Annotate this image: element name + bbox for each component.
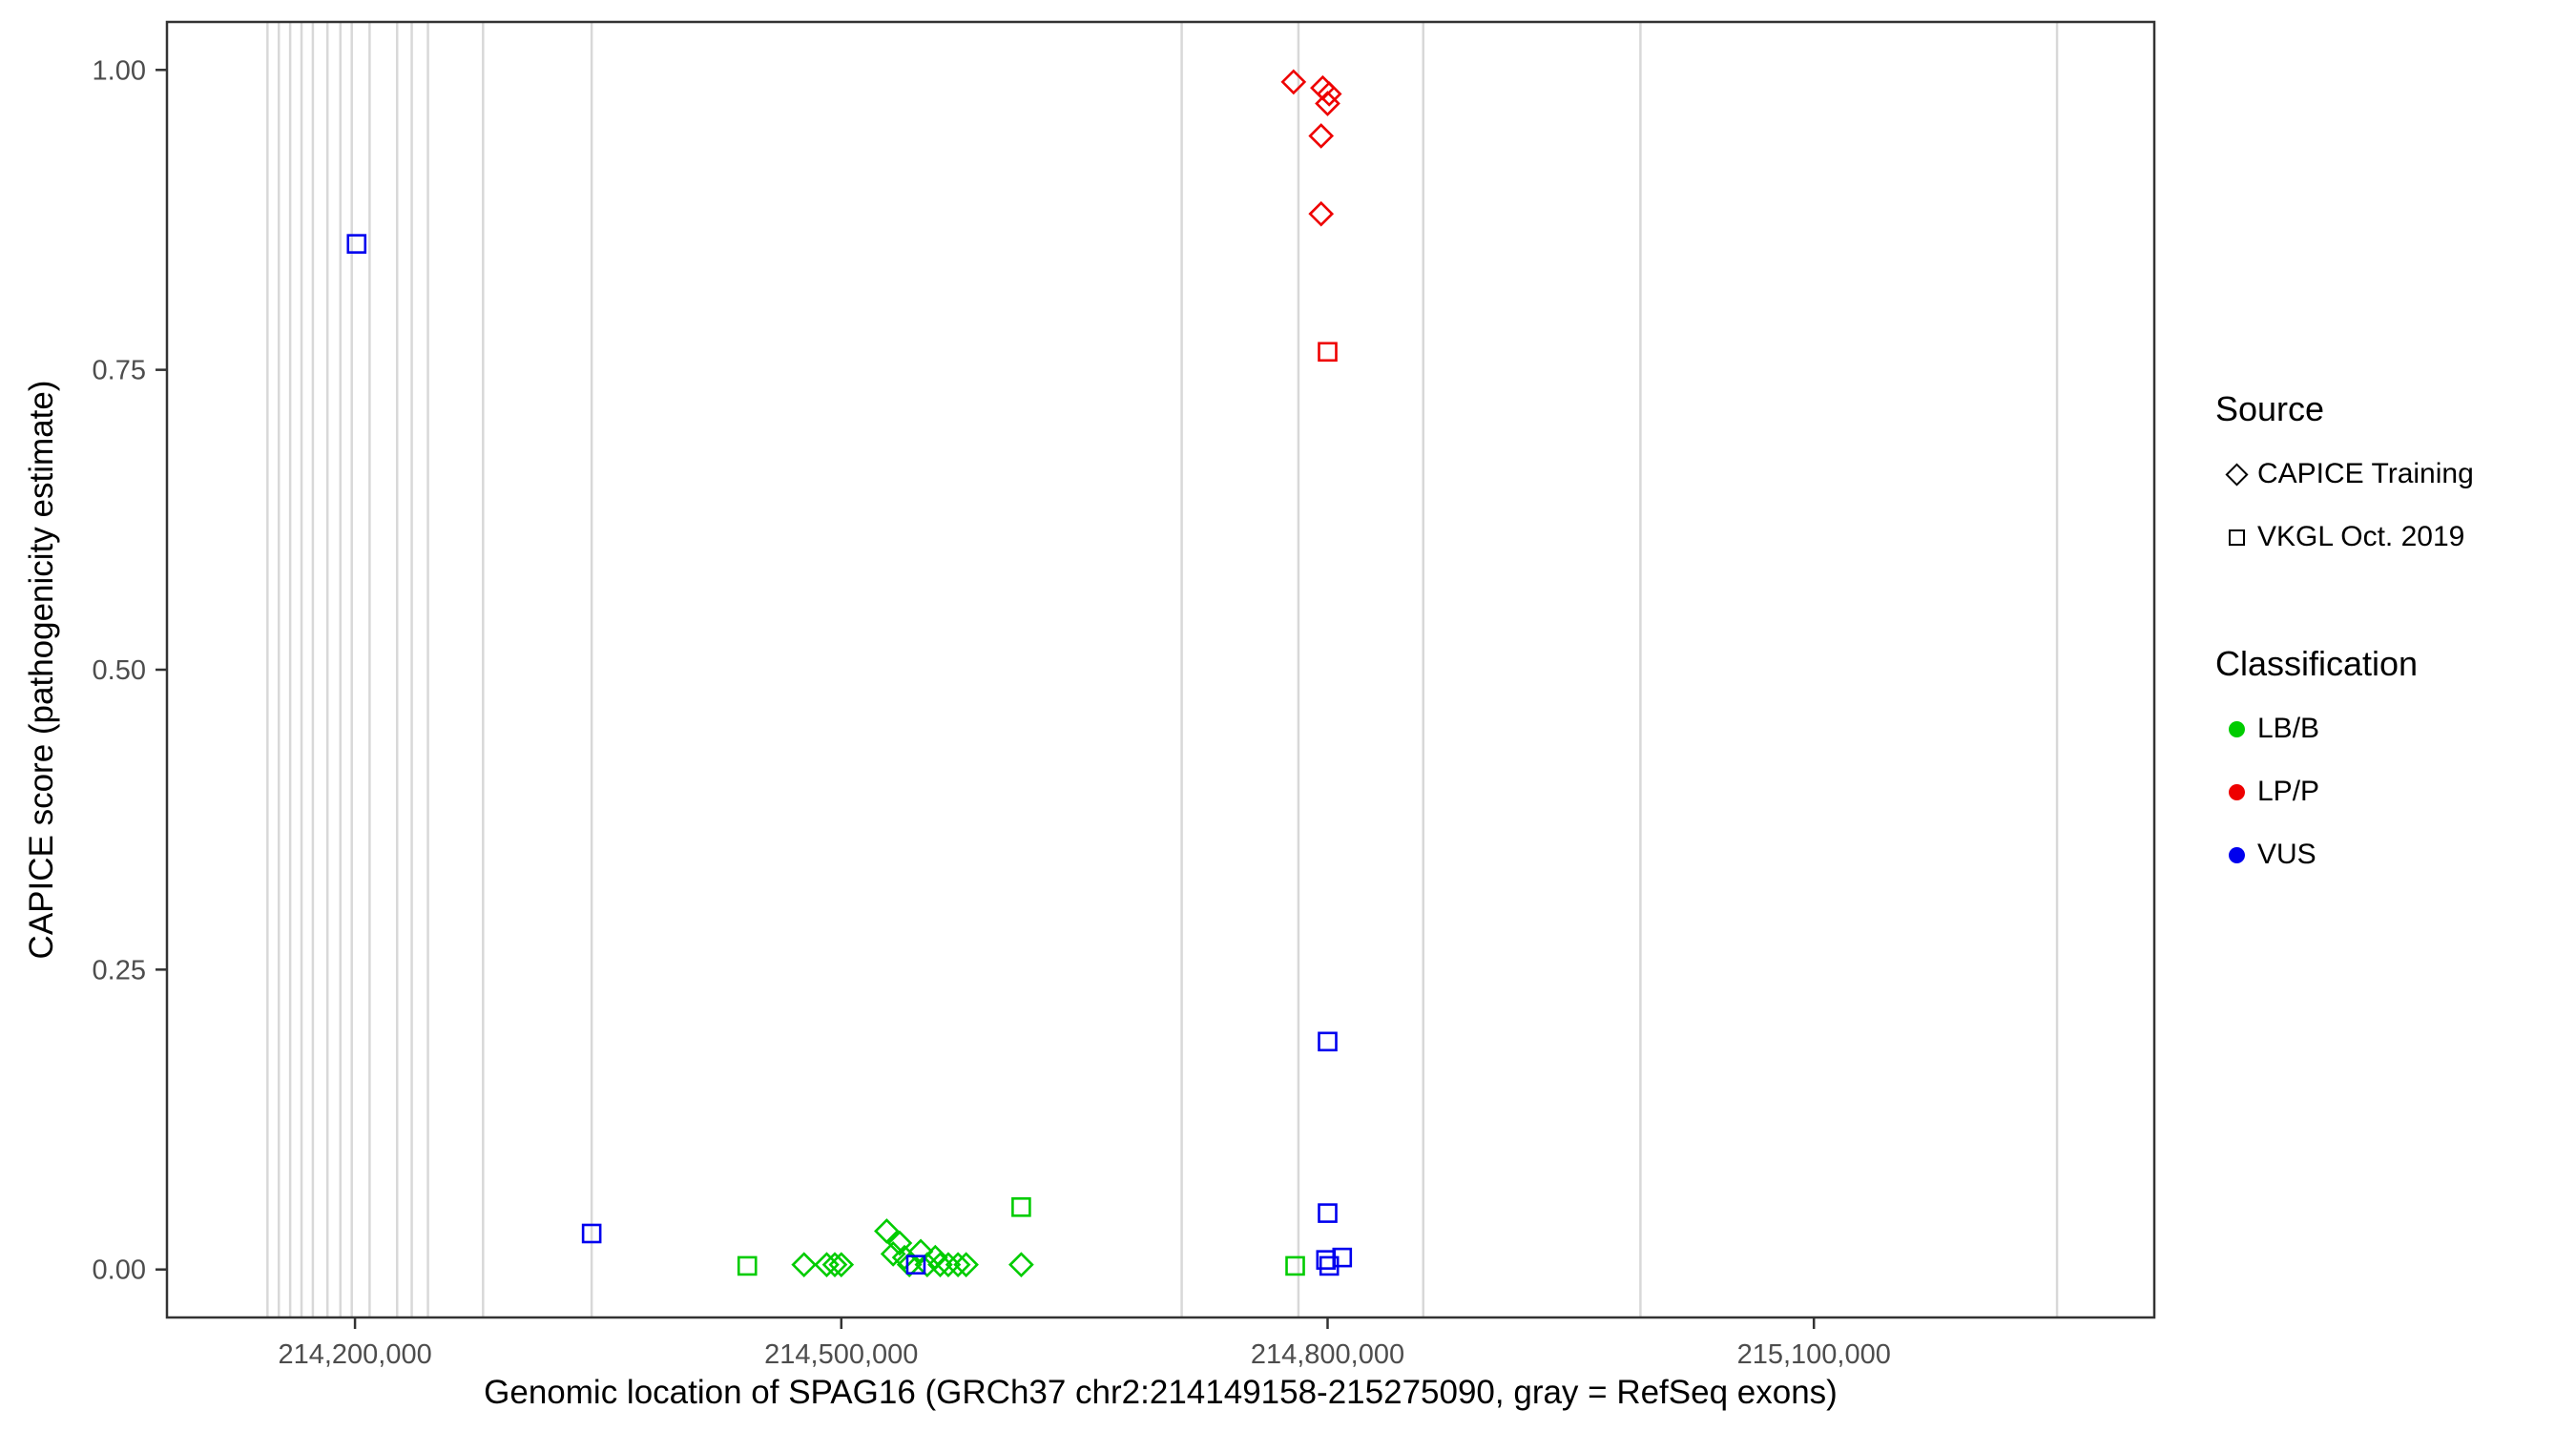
legend-item-lpp: LP/P	[2215, 776, 2568, 808]
red-dot-icon	[2215, 783, 2257, 800]
data-point-diamond	[791, 1252, 818, 1278]
legend-item-vkgl: VKGL Oct. 2019	[2215, 521, 2568, 553]
data-point-square	[1318, 342, 1338, 363]
data-point-square	[1332, 1247, 1353, 1268]
x-axis-title: Genomic location of SPAG16 (GRCh37 chr2:…	[484, 1374, 1838, 1411]
data-point-diamond	[1280, 69, 1307, 95]
y-axis-tick-label: 0.00	[93, 1255, 146, 1286]
blue-dot-icon	[2215, 846, 2257, 863]
y-axis-tick-label: 1.00	[93, 55, 146, 86]
y-axis-tick-label: 0.50	[93, 655, 146, 686]
data-point-square	[905, 1255, 926, 1275]
legend-item-vus: VUS	[2215, 839, 2568, 871]
square-icon	[2215, 529, 2257, 546]
data-point-diamond	[1308, 200, 1335, 227]
data-point-square	[581, 1223, 602, 1244]
data-point-square	[1011, 1197, 1031, 1217]
legend-item-label: LP/P	[2257, 776, 2320, 807]
data-point-square	[1285, 1255, 1305, 1276]
data-point-square	[346, 234, 367, 254]
data-point-diamond	[945, 1252, 971, 1278]
data-point-diamond	[821, 1252, 848, 1278]
y-axis-tick-label: 0.25	[93, 955, 146, 985]
data-point-diamond	[1008, 1252, 1034, 1278]
legend-item-label: VUS	[2257, 839, 2316, 870]
legend-group-classification: Classification LB/B LP/P VUS	[2215, 644, 2568, 871]
data-point-diamond	[1315, 91, 1340, 116]
legend-source-title: Source	[2215, 389, 2325, 428]
legend-item-label: LB/B	[2257, 713, 2320, 744]
legend-item-lbb: LB/B	[2215, 713, 2568, 745]
diamond-icon	[2215, 462, 2257, 487]
x-axis-tick-label: 215,100,000	[1737, 1339, 1891, 1370]
data-point-diamond	[1308, 123, 1335, 149]
green-dot-icon	[2215, 720, 2257, 737]
x-axis-tick-label: 214,500,000	[764, 1339, 918, 1370]
data-point-diamond	[927, 1252, 953, 1278]
data-point-diamond	[922, 1244, 948, 1271]
data-point-diamond	[935, 1252, 962, 1278]
data-point-diamond	[886, 1230, 913, 1256]
data-point-square	[1318, 1031, 1338, 1052]
data-point-diamond	[1316, 81, 1342, 107]
data-point-square	[1318, 1203, 1338, 1223]
legend-item-label: CAPICE Training	[2257, 458, 2474, 489]
legend-classification-title: Classification	[2215, 644, 2419, 683]
legend-item-label: VKGL Oct. 2019	[2257, 521, 2465, 552]
legend: Source CAPICE Training VKGL Oct. 2019 Cl…	[2215, 389, 2568, 962]
data-point-square	[737, 1255, 758, 1276]
data-point-diamond	[874, 1218, 900, 1244]
data-point-diamond	[814, 1252, 840, 1278]
data-point-diamond	[828, 1252, 855, 1278]
data-point-diamond	[953, 1252, 979, 1278]
y-axis-tick-label: 0.75	[93, 356, 146, 386]
data-point-diamond	[907, 1238, 934, 1265]
legend-item-capice-training: CAPICE Training	[2215, 458, 2568, 490]
x-axis-tick-label: 214,200,000	[278, 1339, 431, 1370]
data-point-diamond	[896, 1252, 923, 1278]
legend-group-source: Source CAPICE Training VKGL Oct. 2019	[2215, 389, 2568, 553]
x-axis-tick-label: 214,800,000	[1251, 1339, 1404, 1370]
y-axis-title: CAPICE score (pathogenicity estimate)	[23, 380, 60, 960]
plot-panel-border	[165, 20, 2156, 1319]
